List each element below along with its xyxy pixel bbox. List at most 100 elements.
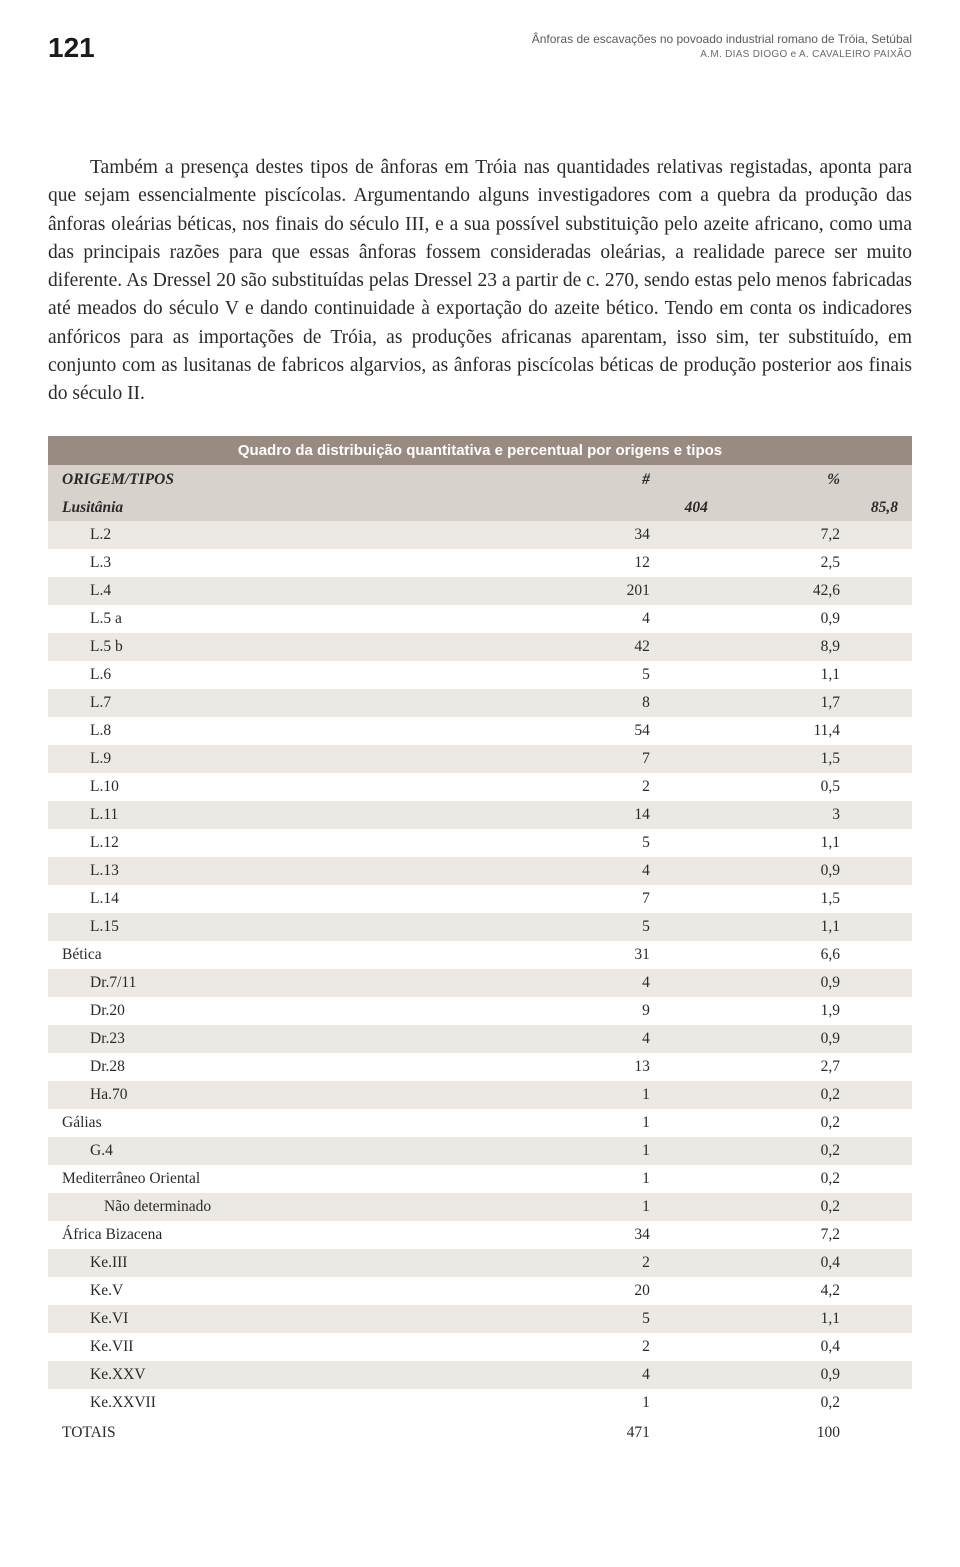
row-label: L.4 bbox=[48, 577, 532, 605]
row-label: L.12 bbox=[48, 829, 532, 857]
table-row: Ke.III20,4 bbox=[48, 1249, 912, 1277]
row-pct: 0,2 bbox=[722, 1137, 912, 1165]
row-label: L.6 bbox=[48, 661, 532, 689]
row-label: G.4 bbox=[48, 1137, 532, 1165]
col-header-origin: ORIGEM/TIPOS bbox=[48, 465, 532, 495]
table-row: Ha.7010,2 bbox=[48, 1081, 912, 1109]
row-count: 20 bbox=[532, 1277, 722, 1305]
table-row: L.1020,5 bbox=[48, 773, 912, 801]
table-row: L.1471,5 bbox=[48, 885, 912, 913]
row-count: 9 bbox=[532, 997, 722, 1025]
row-count: 1 bbox=[532, 1081, 722, 1109]
table-row: Bética316,6 bbox=[48, 941, 912, 969]
row-pct: 1,5 bbox=[722, 745, 912, 773]
row-count: 5 bbox=[532, 913, 722, 941]
group-pct: 85,8 bbox=[722, 495, 912, 521]
row-count: 1 bbox=[532, 1109, 722, 1137]
table-row: G.410,2 bbox=[48, 1137, 912, 1165]
row-pct: 0,4 bbox=[722, 1249, 912, 1277]
row-pct: 0,9 bbox=[722, 1025, 912, 1053]
col-header-count: # bbox=[532, 465, 722, 495]
table-row: Ke.XXVII10,2 bbox=[48, 1389, 912, 1417]
table: ORIGEM/TIPOS # % Lusitânia 404 85,8 L.23… bbox=[48, 465, 912, 1447]
row-count: 7 bbox=[532, 885, 722, 913]
row-label: Dr.28 bbox=[48, 1053, 532, 1081]
table-row: Dr.2340,9 bbox=[48, 1025, 912, 1053]
row-count: 7 bbox=[532, 745, 722, 773]
row-count: 13 bbox=[532, 1053, 722, 1081]
row-pct: 1,9 bbox=[722, 997, 912, 1025]
row-pct: 0,2 bbox=[722, 1165, 912, 1193]
row-count: 42 bbox=[532, 633, 722, 661]
table-row: Mediterrâneo Oriental10,2 bbox=[48, 1165, 912, 1193]
row-label: Ha.70 bbox=[48, 1081, 532, 1109]
row-count: 1 bbox=[532, 1193, 722, 1221]
row-pct: 0,9 bbox=[722, 857, 912, 885]
row-pct: 0,2 bbox=[722, 1109, 912, 1137]
row-label: L.9 bbox=[48, 745, 532, 773]
row-count: 1 bbox=[532, 1389, 722, 1417]
row-count: 8 bbox=[532, 689, 722, 717]
running-head-title: Ânforas de escavações no povoado industr… bbox=[532, 32, 912, 48]
row-label: Gálias bbox=[48, 1109, 532, 1137]
table-group-header: Lusitânia 404 85,8 bbox=[48, 495, 912, 521]
row-label: Ke.VII bbox=[48, 1333, 532, 1361]
group-label: Lusitânia bbox=[48, 495, 532, 521]
table-row: L.3122,5 bbox=[48, 549, 912, 577]
row-count: 4 bbox=[532, 1025, 722, 1053]
row-label: Dr.7/11 bbox=[48, 969, 532, 997]
row-label: Ke.V bbox=[48, 1277, 532, 1305]
table-header-row: ORIGEM/TIPOS # % bbox=[48, 465, 912, 495]
row-count: 5 bbox=[532, 1305, 722, 1333]
table-row: Ke.VI51,1 bbox=[48, 1305, 912, 1333]
table-row: L.781,7 bbox=[48, 689, 912, 717]
row-count: 34 bbox=[532, 521, 722, 549]
group-count: 404 bbox=[532, 495, 722, 521]
row-count: 2 bbox=[532, 1249, 722, 1277]
row-count: 14 bbox=[532, 801, 722, 829]
table-totals-row: TOTAIS471100 bbox=[48, 1417, 912, 1447]
row-count: 1 bbox=[532, 1137, 722, 1165]
row-pct: 1,1 bbox=[722, 913, 912, 941]
page-number: 121 bbox=[48, 32, 95, 64]
row-label: L.15 bbox=[48, 913, 532, 941]
row-count: 4 bbox=[532, 1361, 722, 1389]
row-count: 2 bbox=[532, 1333, 722, 1361]
row-count: 4 bbox=[532, 605, 722, 633]
row-count: 5 bbox=[532, 661, 722, 689]
row-pct: 8,9 bbox=[722, 633, 912, 661]
row-pct: 1,1 bbox=[722, 1305, 912, 1333]
table-row: L.971,5 bbox=[48, 745, 912, 773]
row-label: Não determinado bbox=[48, 1193, 532, 1221]
row-pct: 7,2 bbox=[722, 521, 912, 549]
row-label: L.8 bbox=[48, 717, 532, 745]
totals-count: 471 bbox=[532, 1417, 722, 1447]
row-label: Ke.VI bbox=[48, 1305, 532, 1333]
row-count: 201 bbox=[532, 577, 722, 605]
row-label: Bética bbox=[48, 941, 532, 969]
totals-pct: 100 bbox=[722, 1417, 912, 1447]
row-pct: 4,2 bbox=[722, 1277, 912, 1305]
row-pct: 0,4 bbox=[722, 1333, 912, 1361]
row-label: Ke.XXVII bbox=[48, 1389, 532, 1417]
row-label: Mediterrâneo Oriental bbox=[48, 1165, 532, 1193]
totals-label: TOTAIS bbox=[48, 1417, 532, 1447]
table-row: L.1340,9 bbox=[48, 857, 912, 885]
running-head: Ânforas de escavações no povoado industr… bbox=[532, 32, 912, 61]
row-pct: 0,2 bbox=[722, 1389, 912, 1417]
row-pct: 1,7 bbox=[722, 689, 912, 717]
row-pct: 2,5 bbox=[722, 549, 912, 577]
table-row: Dr.7/1140,9 bbox=[48, 969, 912, 997]
table-row: África Bizacena347,2 bbox=[48, 1221, 912, 1249]
row-pct: 0,9 bbox=[722, 969, 912, 997]
row-pct: 7,2 bbox=[722, 1221, 912, 1249]
row-label: L.11 bbox=[48, 801, 532, 829]
row-label: África Bizacena bbox=[48, 1221, 532, 1249]
row-label: L.5 a bbox=[48, 605, 532, 633]
row-pct: 42,6 bbox=[722, 577, 912, 605]
table-row: Gálias10,2 bbox=[48, 1109, 912, 1137]
row-pct: 6,6 bbox=[722, 941, 912, 969]
row-pct: 0,5 bbox=[722, 773, 912, 801]
row-label: L.7 bbox=[48, 689, 532, 717]
row-label: L.2 bbox=[48, 521, 532, 549]
